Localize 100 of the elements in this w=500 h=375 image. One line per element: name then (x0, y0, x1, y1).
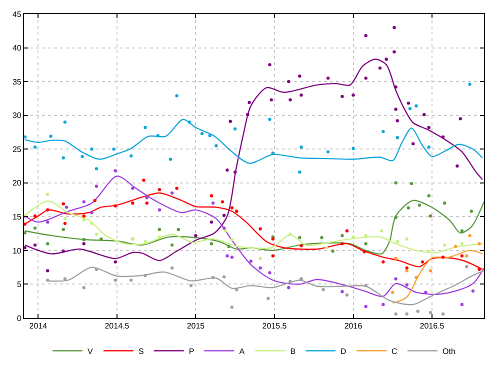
point (394, 277, 398, 280)
point (384, 58, 388, 61)
point (406, 206, 410, 210)
point (175, 186, 178, 190)
point (416, 310, 420, 313)
point (394, 108, 398, 111)
point (478, 268, 481, 271)
point (93, 198, 96, 202)
point (33, 226, 37, 230)
point (63, 217, 67, 220)
point (226, 254, 229, 258)
y-tick-label: 15 (12, 212, 22, 222)
legend-label: V (88, 346, 94, 356)
point (235, 288, 238, 292)
point (24, 135, 27, 139)
point (46, 269, 50, 272)
point (235, 210, 238, 213)
point (428, 269, 432, 272)
point (364, 234, 368, 238)
point (142, 178, 146, 182)
point (82, 200, 86, 204)
point (114, 169, 117, 172)
point (412, 142, 415, 146)
point (460, 229, 464, 232)
point (222, 226, 226, 230)
point (340, 290, 344, 294)
point (268, 63, 272, 66)
point (63, 120, 67, 124)
point (234, 170, 237, 174)
y-tick-label: 20 (12, 178, 22, 188)
point (288, 280, 292, 284)
point (391, 290, 394, 294)
point (392, 26, 396, 30)
point (46, 208, 50, 212)
point (170, 243, 174, 247)
x-tick-label: 2015.5 (262, 322, 288, 331)
point (287, 286, 290, 290)
line-series (24, 118, 484, 164)
line-series (24, 192, 484, 270)
legend-label: A (239, 346, 246, 356)
point (288, 232, 292, 236)
point (46, 278, 50, 282)
line-series (24, 58, 484, 262)
point (200, 132, 204, 136)
point (131, 202, 134, 205)
legend-label: Oth (442, 346, 456, 356)
point (396, 136, 399, 140)
point (94, 167, 98, 170)
point (62, 250, 65, 253)
x-tick-label: 2014.5 (104, 322, 130, 331)
point (220, 200, 224, 204)
point (364, 76, 368, 80)
point (427, 145, 430, 149)
point (427, 126, 430, 130)
point (340, 94, 344, 98)
point (266, 296, 270, 300)
y-tick-label: 30 (12, 111, 22, 120)
point (211, 202, 215, 205)
point (298, 74, 302, 78)
line-series (47, 266, 484, 306)
point (396, 240, 399, 244)
point (478, 242, 481, 246)
point (258, 256, 262, 260)
point (112, 148, 116, 151)
point (33, 243, 37, 247)
point (175, 94, 178, 98)
point (82, 238, 86, 242)
point (460, 242, 464, 246)
point (230, 238, 234, 242)
point (268, 271, 272, 274)
point (364, 284, 368, 288)
point (234, 127, 237, 130)
point (49, 134, 52, 138)
point (228, 120, 232, 124)
point (211, 276, 215, 280)
point (300, 145, 303, 149)
point (378, 66, 382, 70)
point (248, 100, 251, 104)
point (405, 312, 408, 316)
point (441, 256, 445, 259)
legend-label: S (138, 346, 144, 356)
point (62, 156, 65, 160)
point (414, 276, 418, 280)
point (230, 256, 234, 259)
point (471, 289, 475, 293)
point (352, 93, 355, 97)
point (300, 93, 303, 97)
point (130, 278, 133, 282)
point (82, 242, 86, 246)
point (468, 82, 472, 86)
point (405, 237, 408, 241)
point (322, 288, 325, 292)
point (380, 229, 384, 232)
point (345, 293, 349, 297)
y-tick-label: 40 (12, 44, 22, 53)
point (90, 211, 94, 214)
point (46, 242, 50, 246)
point (382, 302, 385, 306)
point (405, 266, 408, 270)
y-tick-label: 35 (12, 77, 22, 86)
